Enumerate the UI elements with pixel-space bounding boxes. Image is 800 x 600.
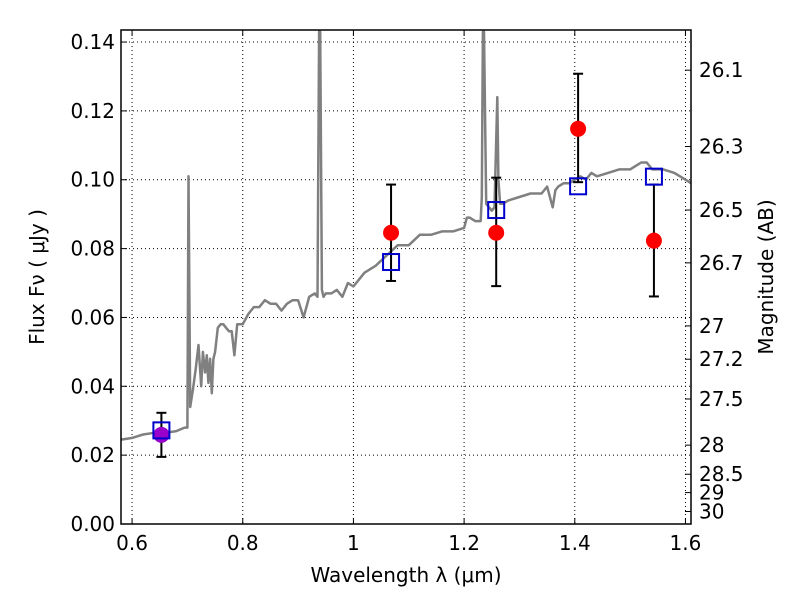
data-point-3-0 bbox=[153, 426, 170, 443]
y2-axis-label: Magnitude (AB) bbox=[754, 199, 778, 354]
mag-tick-label-8: 28.5 bbox=[699, 462, 744, 486]
model-square-4 bbox=[644, 167, 663, 186]
model-square-2 bbox=[487, 201, 506, 220]
y-tick-label-1: 0.02 bbox=[70, 443, 115, 467]
mag-tick-label-10: 30 bbox=[699, 500, 724, 524]
model-square-1 bbox=[382, 253, 401, 272]
mag-tick-label-4: 27 bbox=[699, 314, 724, 338]
y-tick-label-4: 0.08 bbox=[70, 237, 115, 261]
x-tick-label-5: 1.6 bbox=[670, 531, 702, 555]
y-axis-label: Flux Fν ( μJy ) bbox=[25, 209, 49, 345]
data-point-2-2 bbox=[570, 120, 587, 137]
mag-tick-label-1: 26.3 bbox=[699, 135, 744, 159]
x-tick-label-0: 0.6 bbox=[116, 531, 148, 555]
y-tick-label-6: 0.12 bbox=[70, 99, 115, 123]
x-tick-label-2: 1 bbox=[347, 531, 360, 555]
mag-tick-label-3: 26.7 bbox=[699, 251, 744, 275]
axis-layer: 0.6 0.8 1 1.2 1.4 1.6 0.00 0.02 0.04 0.06 0.08 0.10… bbox=[70, 30, 744, 555]
x-axis-label: Wavelength λ (μm) bbox=[310, 563, 501, 587]
plot-frame bbox=[120, 29, 692, 525]
mag-tick-label-0: 26.1 bbox=[699, 58, 744, 82]
x-tick-label-1: 0.8 bbox=[227, 531, 259, 555]
y-tick-label-2: 0.04 bbox=[70, 374, 115, 398]
mag-tick-label-6: 27.5 bbox=[699, 387, 744, 411]
x-tick-label-4: 1.4 bbox=[559, 531, 591, 555]
y-tick-label-5: 0.10 bbox=[70, 168, 115, 192]
grid-layer bbox=[121, 30, 691, 525]
series-layer bbox=[121, 30, 691, 458]
model-square-0 bbox=[152, 421, 171, 440]
y-tick-label-7: 0.14 bbox=[70, 30, 115, 54]
mag-tick-label-2: 26.5 bbox=[699, 198, 744, 222]
spectrum-line bbox=[121, 30, 691, 441]
model-square-3 bbox=[569, 177, 588, 196]
mag-tick-label-7: 28 bbox=[699, 433, 724, 457]
mag-tick-label-5: 27.2 bbox=[699, 347, 744, 371]
y-tick-label-3: 0.06 bbox=[70, 305, 115, 329]
y-tick-label-0: 0.00 bbox=[70, 512, 115, 536]
data-point-2-3 bbox=[645, 232, 662, 249]
data-point-2-1 bbox=[488, 224, 505, 241]
x-tick-label-3: 1.2 bbox=[448, 531, 480, 555]
data-point-2-0 bbox=[383, 224, 400, 241]
mag-tick-label-9: 29 bbox=[699, 481, 724, 505]
